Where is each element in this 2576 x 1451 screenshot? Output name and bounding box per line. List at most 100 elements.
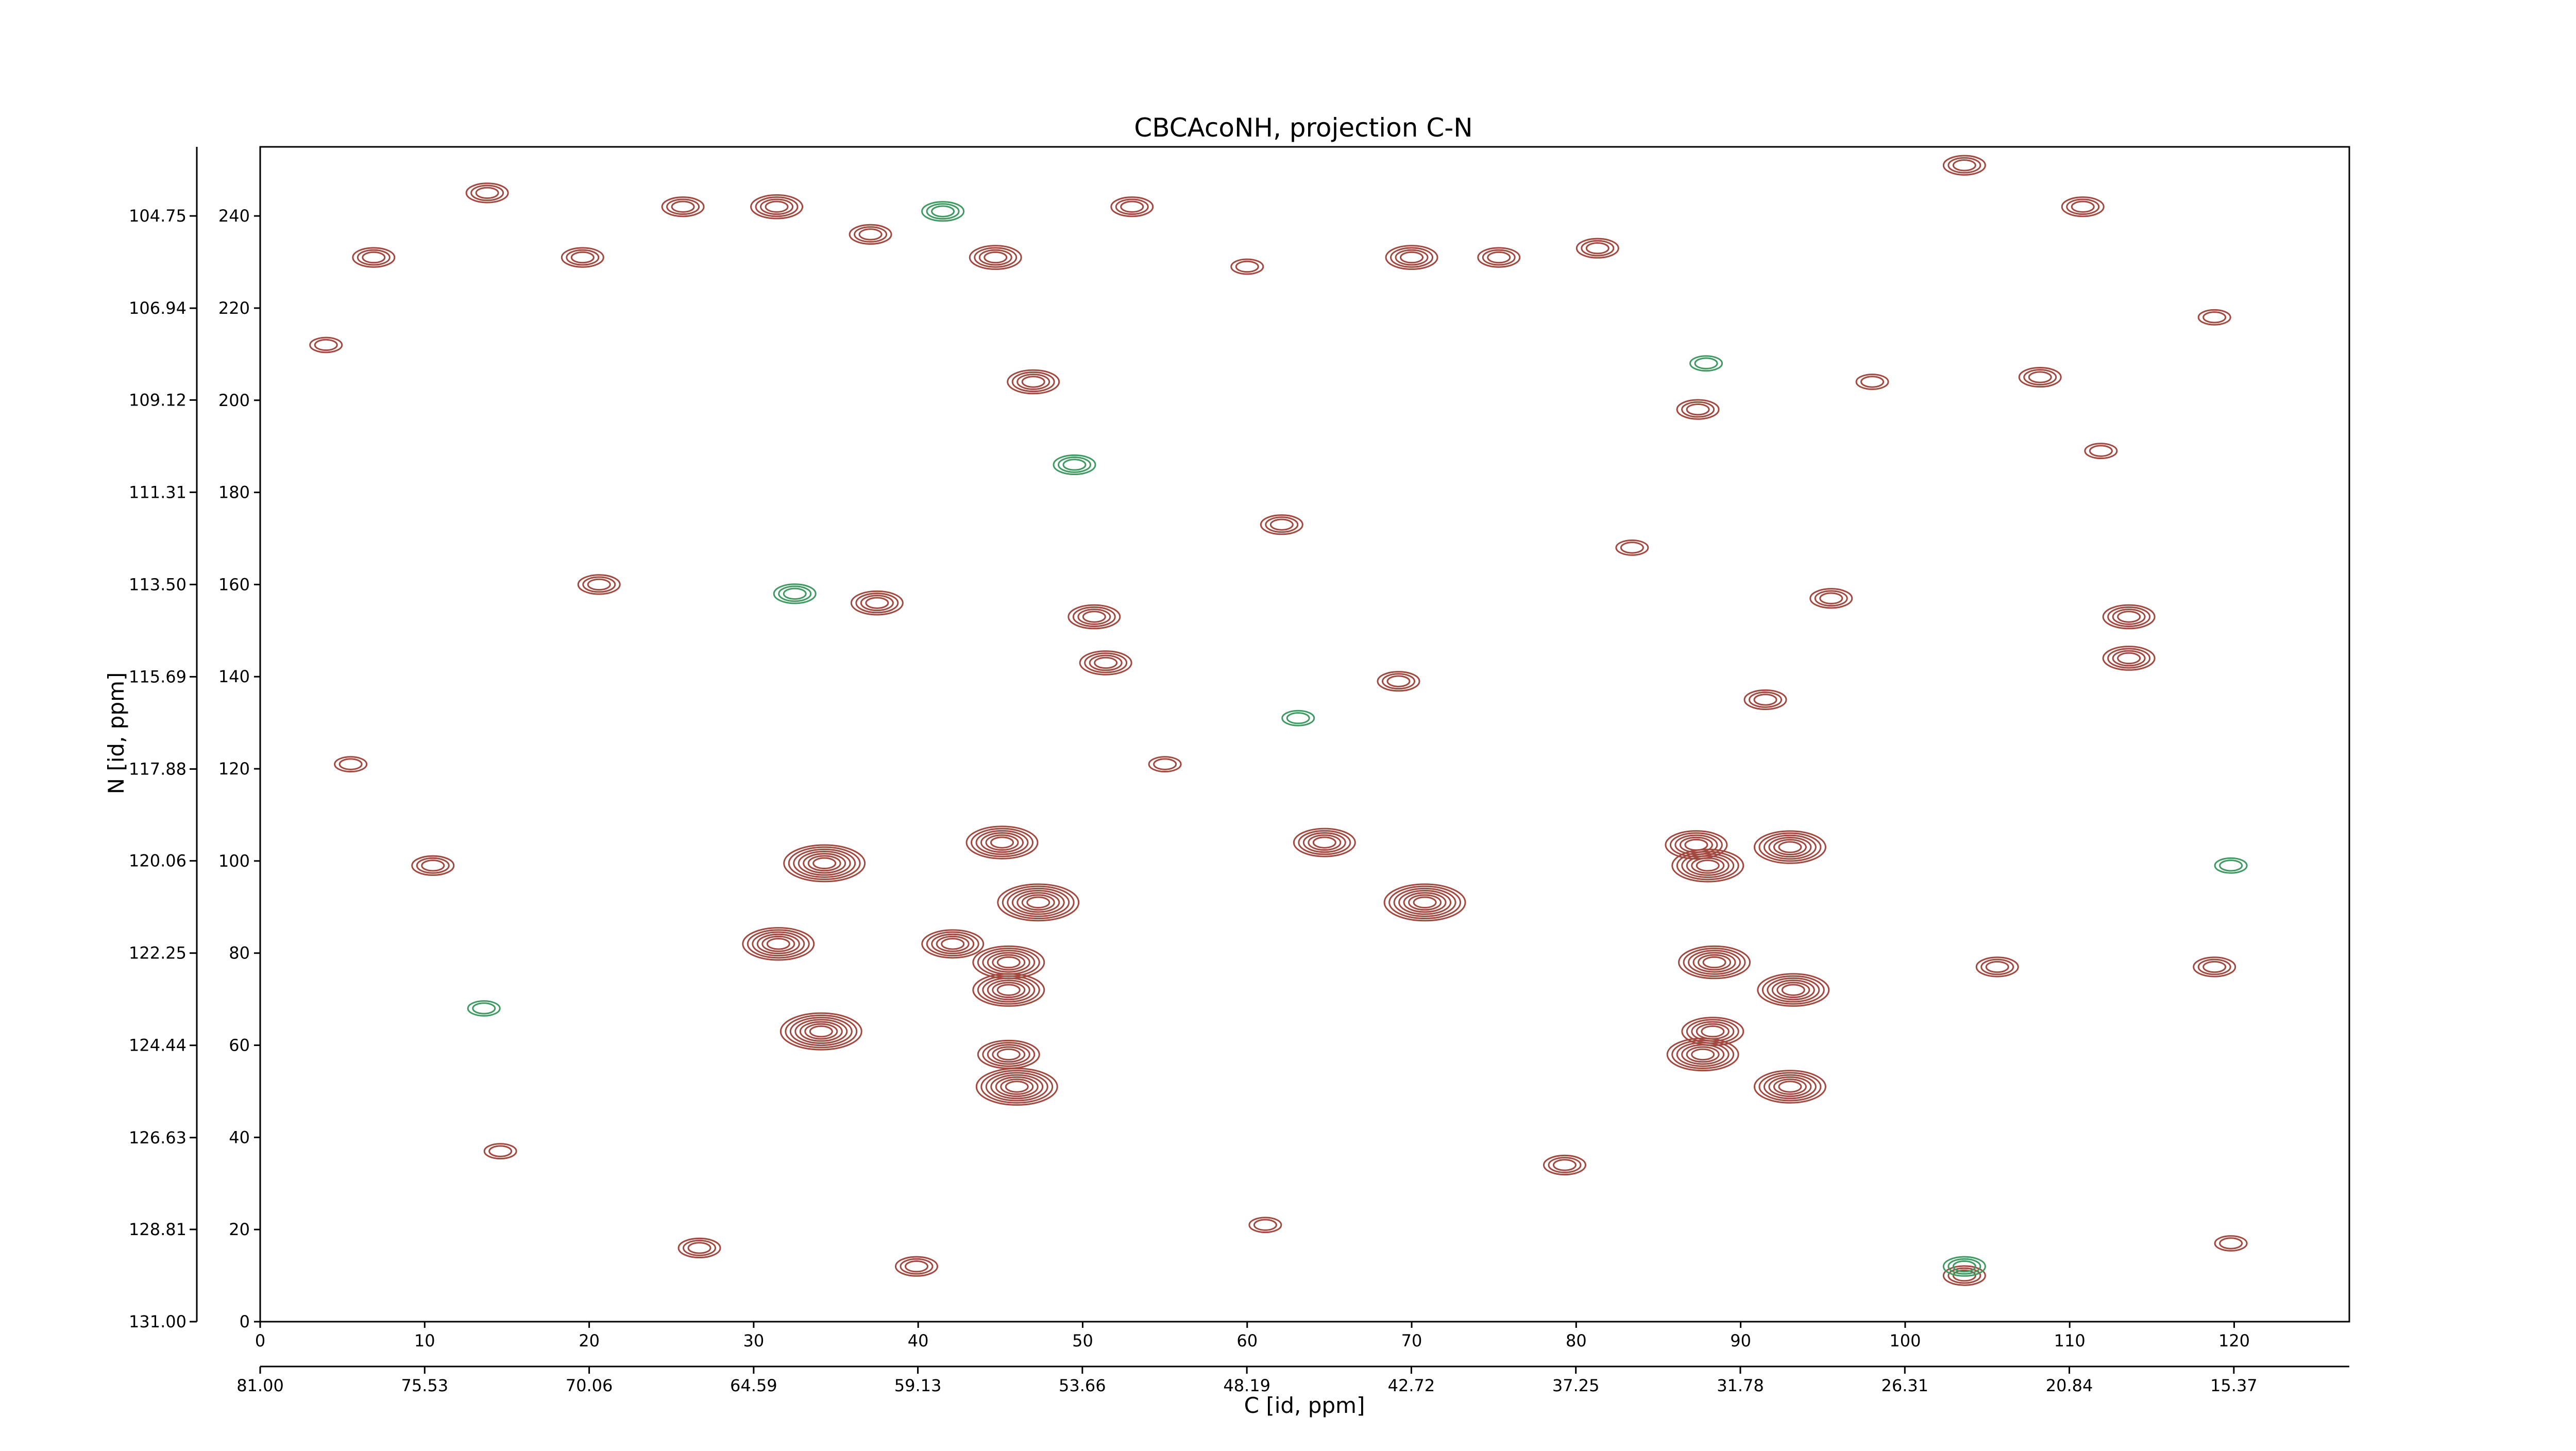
contour-ring <box>860 595 894 612</box>
peak <box>465 182 509 204</box>
contour-ring <box>765 200 789 213</box>
peak <box>2061 196 2105 217</box>
contour-ring <box>1084 652 1128 673</box>
contour-ring <box>1952 159 1976 172</box>
contour-ring <box>750 194 804 220</box>
contour-ring <box>1768 836 1812 858</box>
contour-ring <box>1393 887 1456 917</box>
contour-ring <box>982 950 1036 975</box>
x2-tick-label: 59.13 <box>894 1376 942 1395</box>
contour-ring <box>1771 980 1815 1001</box>
contour-ring <box>975 1068 1058 1106</box>
contour-ring <box>1753 830 1826 864</box>
contour-ring <box>1947 1267 1981 1284</box>
contour-ring <box>1026 896 1050 909</box>
contour-ring <box>1016 892 1060 913</box>
contour-ring <box>1763 834 1817 860</box>
peak <box>1575 238 1619 259</box>
contour-ring <box>1768 1076 1812 1098</box>
contour-ring <box>1860 376 1885 388</box>
contour-ring <box>2102 646 2156 671</box>
contour-ring <box>314 339 338 351</box>
contour-ring <box>984 251 1008 264</box>
contour-ring <box>671 200 695 213</box>
contour-ring <box>982 977 1036 1003</box>
contour-ring <box>1230 258 1264 275</box>
peak <box>1079 650 1132 676</box>
contour-ring <box>2084 443 2118 460</box>
contour-ring <box>1694 357 1718 369</box>
contour-ring <box>1698 954 1732 971</box>
contour-ring <box>577 574 621 595</box>
contour-ring <box>683 1240 717 1256</box>
contour-ring <box>1110 196 1154 217</box>
contour-ring <box>865 597 889 609</box>
contour-ring <box>1701 1025 1725 1038</box>
peak <box>1671 849 1744 883</box>
contour-ring <box>980 1070 1054 1104</box>
contour-ring <box>1671 849 1744 883</box>
contour-ring <box>894 1256 938 1277</box>
plot-area <box>309 155 2248 1286</box>
peak <box>1067 604 1121 630</box>
contour-ring <box>1676 1042 1730 1067</box>
contour-ring <box>793 848 856 878</box>
contour-ring <box>2214 857 2248 874</box>
x-tick-label: 100 <box>1889 1331 1921 1351</box>
contour-ring <box>785 1015 858 1049</box>
contour-ring <box>849 224 892 245</box>
chart-title: CBCAcoNH, projection C-N <box>1134 113 1472 143</box>
contour-ring <box>1487 251 1511 264</box>
y2-tick-label: 104.75 <box>129 206 187 226</box>
peak <box>2084 443 2118 460</box>
contour-ring <box>1575 238 1619 259</box>
x-tick-label: 50 <box>1072 1331 1093 1351</box>
contour-ring <box>1293 828 1356 857</box>
contour-ring <box>1753 1070 1826 1104</box>
contour-ring <box>798 851 851 876</box>
x2-tick-label: 64.59 <box>730 1376 777 1395</box>
y-tick-label: 60 <box>229 1036 250 1055</box>
contour-ring <box>1089 654 1123 671</box>
contour-ring <box>1689 355 1723 372</box>
contour-ring <box>561 247 604 268</box>
x2-tick-label: 37.25 <box>1552 1376 1600 1395</box>
contour-ring <box>566 249 600 266</box>
peak <box>577 574 621 595</box>
contour-ring <box>996 1048 1021 1061</box>
peak <box>1942 1265 1986 1286</box>
peak <box>467 1000 501 1017</box>
contour-ring <box>416 857 450 874</box>
contour-ring <box>773 583 817 604</box>
contour-ring <box>1308 834 1342 851</box>
y2-tick-label: 126.63 <box>129 1128 187 1148</box>
contour-ring <box>766 938 790 950</box>
x-tick-label: 60 <box>1236 1331 1258 1351</box>
peak <box>1666 1037 1739 1072</box>
contour-ring <box>974 247 1018 268</box>
contour-ring <box>1758 832 1822 862</box>
contour-ring <box>1072 606 1116 628</box>
contour-ring <box>1666 1037 1739 1072</box>
contour-ring <box>803 853 846 874</box>
y-tick-label: 80 <box>229 943 250 963</box>
y-tick-label: 140 <box>218 667 250 686</box>
contour-ring <box>334 756 368 773</box>
contour-ring <box>1381 673 1415 690</box>
contour-ring <box>926 203 960 220</box>
contour-ring <box>1809 588 1853 609</box>
contour-ring <box>972 973 1045 1007</box>
contour-ring <box>1980 958 2014 975</box>
peak <box>1260 514 1303 535</box>
contour-ring <box>854 226 888 243</box>
contour-ring <box>475 187 499 199</box>
peak <box>1110 196 1154 217</box>
peak <box>1053 454 1096 476</box>
contour-ring <box>1302 832 1346 853</box>
y-tick-label: 20 <box>229 1220 250 1239</box>
contour-ring <box>977 975 1040 1005</box>
peak <box>1543 1154 1586 1176</box>
contour-ring <box>996 956 1021 969</box>
y2-tick-label: 131.00 <box>129 1312 187 1331</box>
